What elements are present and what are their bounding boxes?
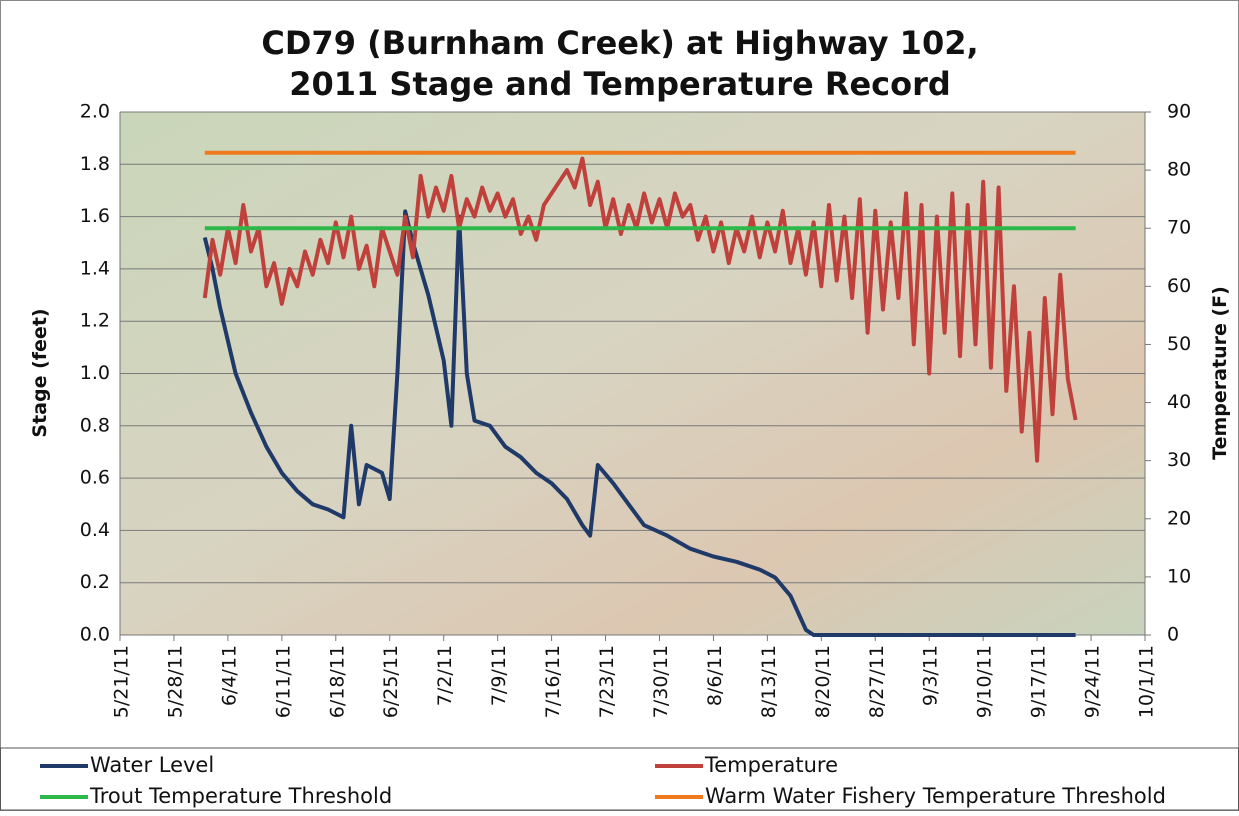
y2-tick-label: 60 <box>1167 275 1191 297</box>
x-tick-label: 7/16/11 <box>542 645 564 718</box>
x-tick-label: 8/13/11 <box>758 645 780 718</box>
x-tick-label: 6/11/11 <box>272 645 294 718</box>
y2-tick-label: 10 <box>1167 565 1191 587</box>
chart: CD79 (Burnham Creek) at Highway 102, 201… <box>0 0 1239 811</box>
y-tick-label: 0.8 <box>80 414 110 436</box>
x-tick-label: 9/17/11 <box>1028 645 1050 718</box>
y-tick-label: 0.6 <box>80 467 110 489</box>
x-tick-label: 9/3/11 <box>920 645 942 706</box>
x-tick-label: 8/27/11 <box>866 645 888 718</box>
y-tick-label: 2.0 <box>80 101 110 123</box>
y2-tick-label: 70 <box>1167 217 1191 239</box>
x-tick-label: 10/1/11 <box>1136 645 1158 718</box>
y2-tick-label: 40 <box>1167 391 1191 413</box>
y2-tick-label: 80 <box>1167 159 1191 181</box>
x-tick-label: 7/9/11 <box>488 645 510 706</box>
x-tick-label: 6/4/11 <box>218 645 240 706</box>
x-tick-label: 8/6/11 <box>704 645 726 706</box>
x-tick-label: 9/10/11 <box>974 645 996 718</box>
y-axis-label: Stage (feet) <box>29 308 51 437</box>
y-tick-label: 1.2 <box>80 310 110 332</box>
x-tick-label: 6/18/11 <box>326 645 348 718</box>
y-tick-label: 1.0 <box>80 362 110 384</box>
y-tick-label: 1.8 <box>80 153 110 175</box>
y2-axis-label: Temperature (F) <box>1209 286 1231 460</box>
x-tick-label: 8/20/11 <box>812 645 834 718</box>
x-tick-label: 9/24/11 <box>1082 645 1104 718</box>
y2-tick-label: 30 <box>1167 449 1191 471</box>
y-tick-label: 1.6 <box>80 205 110 227</box>
legend-label: Temperature <box>704 753 838 777</box>
y-tick-label: 0.4 <box>80 519 110 541</box>
chart-subtitle: 2011 Stage and Temperature Record <box>289 65 951 103</box>
legend-label: Water Level <box>90 753 214 777</box>
x-tick-label: 5/21/11 <box>111 645 133 718</box>
y2-tick-label: 90 <box>1167 101 1191 123</box>
legend-label: Warm Water Fishery Temperature Threshold <box>705 784 1166 808</box>
y2-tick-label: 50 <box>1167 333 1191 355</box>
chart-title: CD79 (Burnham Creek) at Highway 102, <box>261 24 978 62</box>
x-tick-label: 5/28/11 <box>164 645 186 718</box>
x-tick-label: 7/23/11 <box>596 645 618 718</box>
y2-tick-label: 20 <box>1167 507 1191 529</box>
y-tick-label: 0.2 <box>80 571 110 593</box>
legend-label: Trout Temperature Threshold <box>89 784 392 808</box>
x-tick-label: 7/2/11 <box>434 645 456 706</box>
y-tick-label: 0.0 <box>80 624 110 646</box>
x-tick-label: 7/30/11 <box>650 645 672 718</box>
y2-tick-label: 0 <box>1167 624 1179 646</box>
y-tick-label: 1.4 <box>80 257 110 279</box>
x-tick-label: 6/25/11 <box>380 645 402 718</box>
